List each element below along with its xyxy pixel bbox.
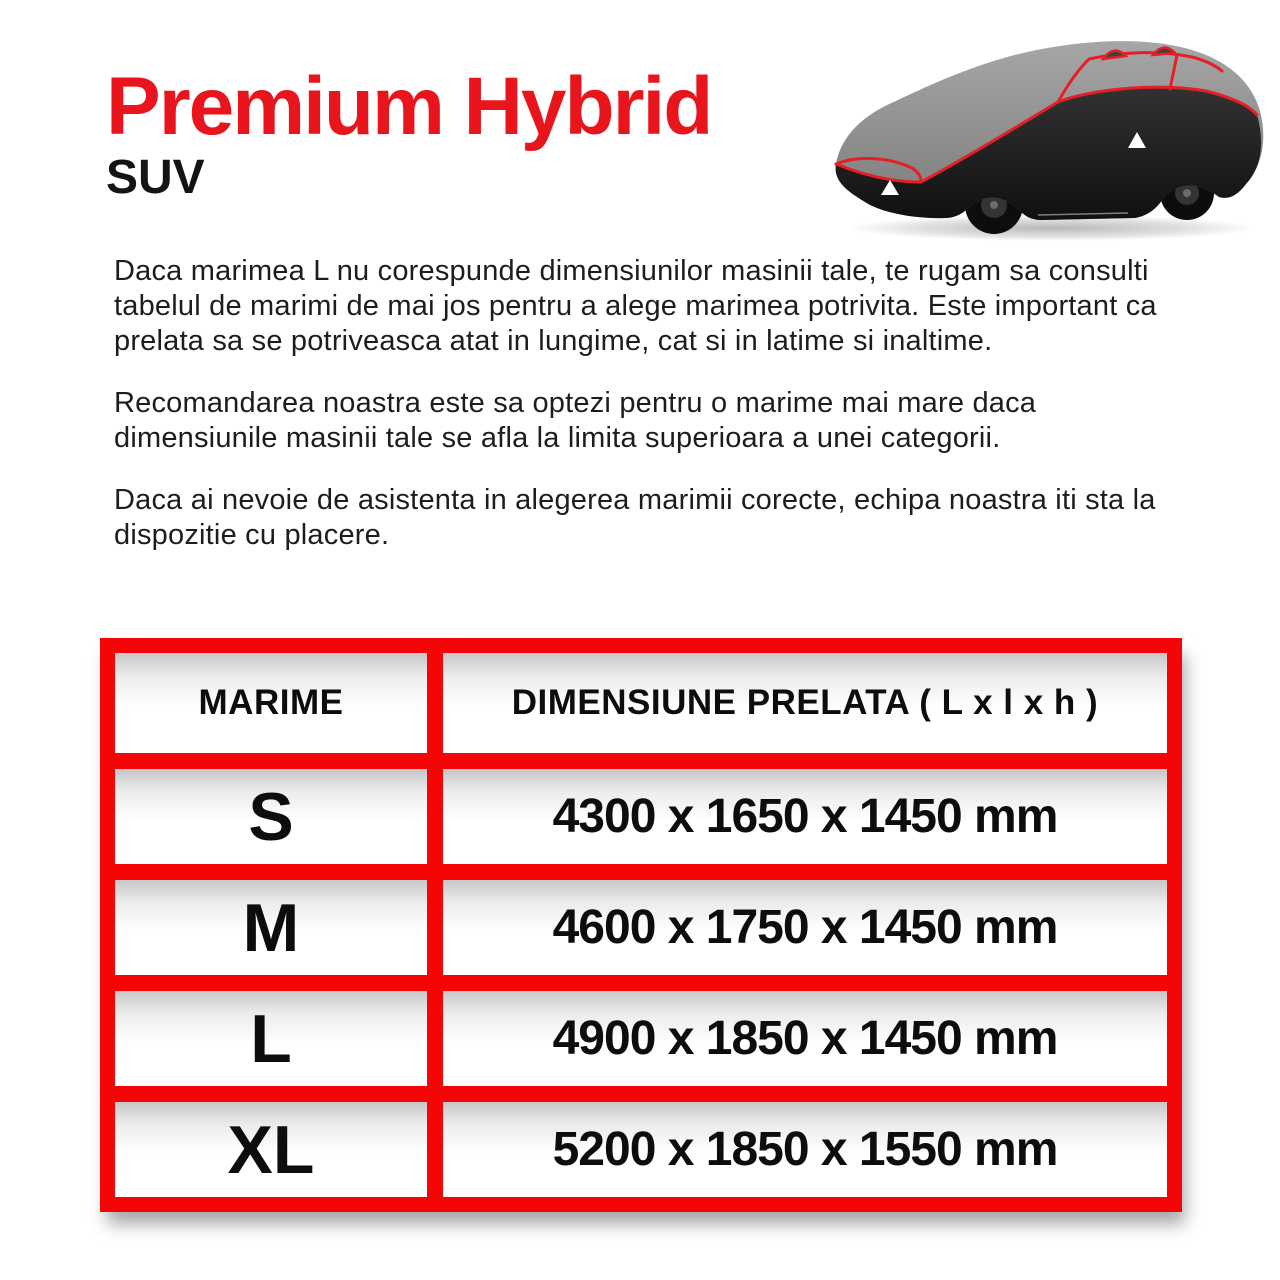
table-row-m-dimensions: 4600 x 1750 x 1450 mm bbox=[443, 880, 1167, 975]
table-row-m-size: M bbox=[115, 880, 427, 975]
table-row-xl-dimensions: 5200 x 1850 x 1550 mm bbox=[443, 1102, 1167, 1197]
mirror-bump-left bbox=[1100, 49, 1129, 61]
table-header-marime: MARIME bbox=[115, 653, 427, 753]
cover-black-body bbox=[835, 87, 1262, 220]
mirror-bump-right bbox=[1150, 46, 1178, 57]
table-row-l-dimensions: 4900 x 1850 x 1450 mm bbox=[443, 991, 1167, 1086]
car-cover-illustration bbox=[834, 41, 1264, 241]
table-row-s-dimensions: 4300 x 1650 x 1450 mm bbox=[443, 769, 1167, 864]
recommendation-paragraph: Recomandarea noastra este sa optezi pent… bbox=[114, 387, 1037, 454]
table-header-dimensiune-prelata: DIMENSIUNE PRELATA ( L x l x h ) bbox=[443, 653, 1167, 753]
page-header: Premium Hybrid SUV bbox=[106, 61, 713, 204]
page-subtitle: SUV bbox=[106, 151, 205, 204]
table-row-l-size: L bbox=[115, 991, 427, 1086]
page-title: Premium Hybrid bbox=[106, 61, 713, 152]
description-text: Daca marimea L nu corespunde dimensiunil… bbox=[114, 254, 1174, 580]
car-ground-shadow bbox=[847, 215, 1257, 241]
sill-highlight bbox=[1037, 212, 1129, 216]
triangle-logo-front bbox=[881, 180, 899, 195]
size-table: MARIME DIMENSIUNE PRELATA ( L x l x h ) … bbox=[100, 638, 1182, 1212]
table-row-xl-size: XL bbox=[115, 1102, 427, 1197]
assistance-paragraph: Daca ai nevoie de asistenta in alegerea … bbox=[114, 484, 1156, 551]
table-row-s-size: S bbox=[115, 769, 427, 864]
car-cover-image bbox=[826, 14, 1278, 249]
intro-paragraph: Daca marimea L nu corespunde dimensiunil… bbox=[114, 255, 1157, 357]
triangle-logo-rear bbox=[1128, 132, 1146, 148]
